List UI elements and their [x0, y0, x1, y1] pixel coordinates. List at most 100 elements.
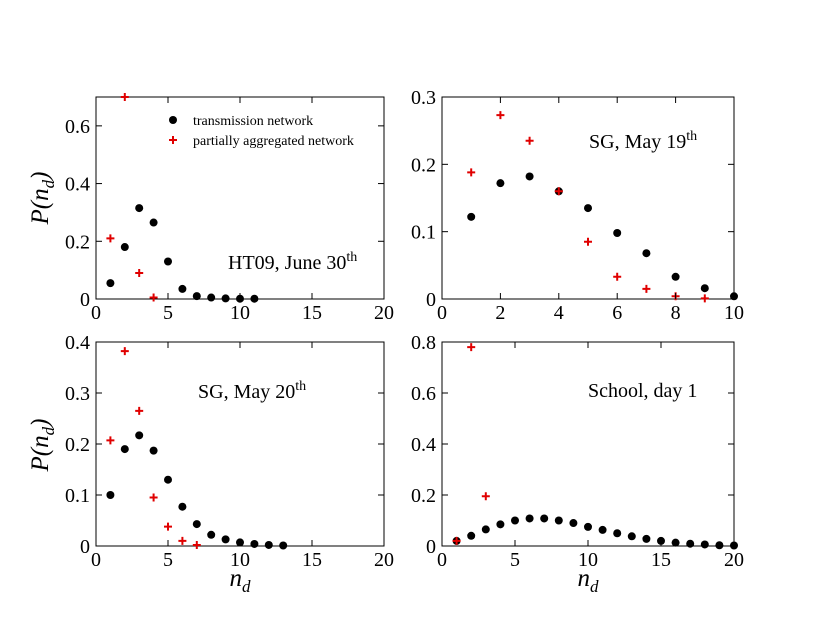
panel-ticks: 0 5 10 15 20 0 0.2 0.4 0.6 0.8 — [411, 332, 744, 571]
transmission-point — [584, 204, 592, 213]
aggregated-point — [613, 272, 622, 281]
panel-marks — [106, 347, 288, 550]
transmission-point — [700, 540, 709, 549]
y-tick-label: 0.4 — [65, 174, 90, 196]
aggregated-point — [584, 237, 592, 246]
aggregated-point — [120, 93, 129, 101]
y-tick-label: 0.2 — [411, 485, 436, 507]
transmission-point — [511, 516, 519, 525]
transmission-point — [467, 531, 476, 540]
legend-label-aggregated: partially aggregated network — [193, 134, 354, 149]
aggregated-point — [642, 284, 651, 293]
y-axis-label-top: P(nd) — [27, 172, 58, 226]
y-tick-label: 0.6 — [411, 383, 436, 405]
y-tick-label: 0.1 — [65, 485, 90, 507]
plot-frame — [95, 341, 385, 547]
transmission-point — [613, 529, 622, 538]
x-tick-label: 8 — [671, 302, 681, 324]
panel-annotation: SG, May 20th — [198, 379, 306, 403]
x-axis-label-right: nd — [578, 565, 600, 596]
transmission-point — [686, 539, 695, 548]
y-tick-label: 0.6 — [65, 116, 90, 138]
x-tick-label: 10 — [230, 302, 250, 324]
transmission-point — [149, 446, 158, 455]
x-tick-label: 5 — [163, 549, 173, 571]
legend: transmission network partially aggregate… — [169, 114, 354, 149]
transmission-point — [178, 284, 187, 293]
x-tick-label: 5 — [510, 549, 520, 571]
x-tick-label: 10 — [724, 302, 744, 324]
plot-frame — [441, 96, 735, 300]
aggregated-point — [467, 168, 476, 177]
y-axis-label-bottom: P(nd) — [27, 419, 58, 473]
transmission-point — [671, 272, 680, 281]
legend-marker-transmission — [169, 116, 177, 124]
x-tick-label: 2 — [495, 302, 505, 324]
x-tick-label: 0 — [91, 302, 101, 324]
aggregated-point — [481, 492, 490, 501]
panel-ticks: 0 5 10 15 20 0 0.1 0.2 0.3 0.4 — [65, 332, 394, 571]
transmission-point — [642, 534, 651, 543]
x-tick-label: 0 — [437, 302, 447, 324]
y-tick-label: 0.2 — [65, 231, 90, 253]
panel-sg-may19: 0 2 4 6 8 10 0 0.1 0.2 0.3 SG, May 19th — [411, 87, 744, 324]
transmission-point — [164, 257, 172, 266]
transmission-point — [135, 204, 144, 213]
aggregated-point — [554, 187, 563, 196]
panel-ticks: 0 2 4 6 8 10 0 0.1 0.2 0.3 — [411, 87, 744, 324]
transmission-point — [192, 292, 201, 301]
transmission-point — [178, 502, 187, 511]
y-tick-label: 0 — [80, 536, 90, 558]
aggregated-point — [452, 536, 461, 545]
aggregated-point — [149, 293, 158, 302]
aggregated-point — [135, 406, 144, 415]
transmission-point — [700, 284, 709, 293]
y-tick-label: 0 — [426, 536, 436, 558]
x-tick-label: 5 — [163, 302, 173, 324]
legend-marker-aggregated — [169, 136, 177, 144]
aggregated-point — [164, 522, 172, 531]
x-tick-label: 0 — [437, 549, 447, 571]
aggregated-point — [149, 493, 158, 502]
transmission-point — [250, 294, 259, 303]
panel-annotation: HT09, June 30th — [228, 250, 357, 274]
x-tick-label: 10 — [230, 549, 250, 571]
transmission-point — [525, 172, 534, 181]
transmission-point — [279, 541, 288, 550]
aggregated-point — [135, 269, 144, 278]
y-tick-label: 0.3 — [65, 383, 90, 405]
transmission-point — [106, 279, 115, 288]
panel-annotation: SG, May 19th — [589, 129, 697, 153]
transmission-point — [540, 514, 549, 523]
transmission-point — [250, 539, 259, 548]
x-tick-label: 20 — [374, 549, 394, 571]
transmission-point — [120, 243, 129, 252]
transmission-point — [715, 541, 724, 550]
transmission-point — [554, 516, 563, 525]
transmission-point — [467, 212, 476, 221]
transmission-point — [164, 475, 172, 484]
transmission-point — [525, 514, 534, 523]
aggregated-point — [120, 347, 129, 356]
transmission-point — [207, 530, 216, 539]
panel-annotation: School, day 1 — [588, 380, 697, 402]
aggregated-point — [496, 111, 505, 120]
panel-ht09: 0 5 10 15 20 0 0.2 0.4 0.6 HT09, June 30th trans… — [65, 93, 394, 324]
y-tick-label: 0 — [80, 289, 90, 311]
transmission-point — [207, 293, 216, 302]
transmission-point — [569, 519, 578, 528]
panel-marks — [106, 93, 259, 303]
plot-frame — [441, 341, 735, 547]
legend-label-transmission: transmission network — [193, 114, 313, 129]
transmission-point — [192, 520, 201, 529]
transmission-point — [481, 525, 490, 534]
transmission-point — [221, 294, 230, 303]
panel-sg-may20: 0 5 10 15 20 0 0.1 0.2 0.3 0.4 SG, May 20th — [65, 332, 394, 571]
panel-marks — [452, 343, 738, 550]
transmission-point — [627, 532, 636, 541]
x-tick-label: 10 — [578, 549, 598, 571]
transmission-point — [120, 445, 129, 454]
transmission-point — [613, 229, 622, 238]
x-tick-label: 0 — [91, 549, 101, 571]
y-tick-label: 0 — [426, 289, 436, 311]
